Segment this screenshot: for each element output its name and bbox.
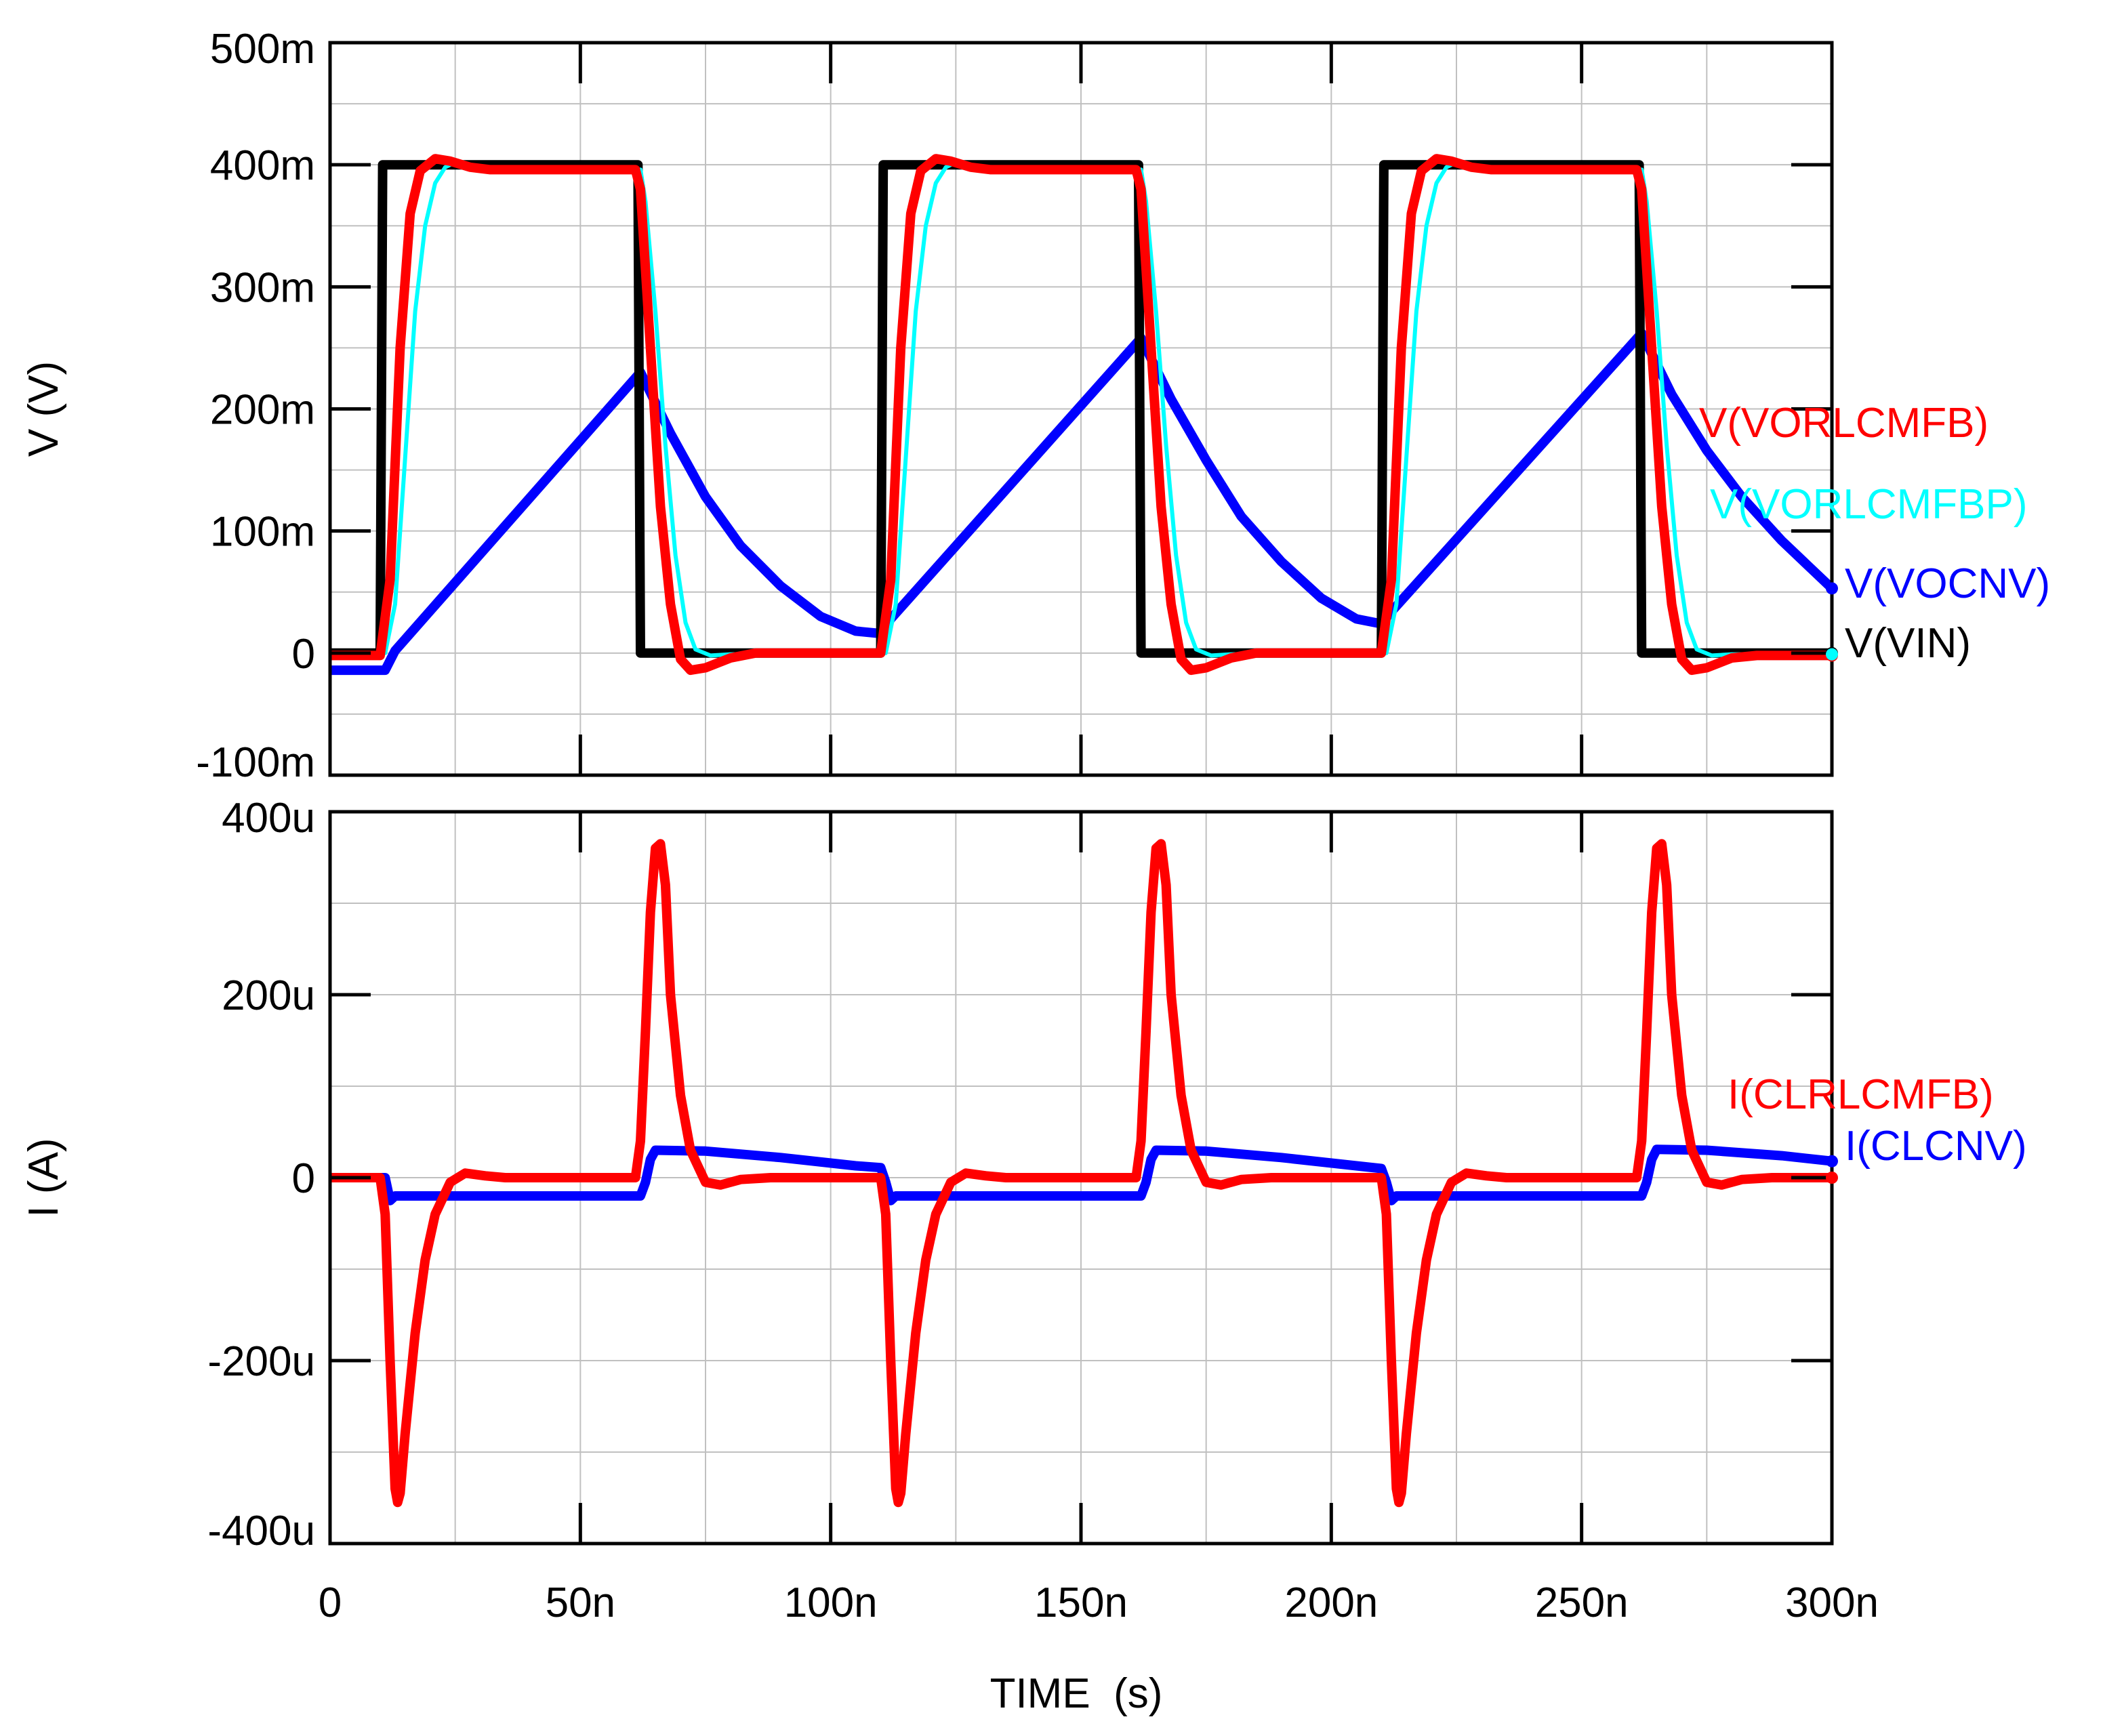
x-tick-label: 250n — [1535, 1579, 1629, 1626]
y-tick-label: -100m — [196, 739, 315, 786]
series-line-i-clrlcmfb — [330, 839, 1832, 1508]
legend-label-v-vorlcmfbp: V(VORLCMFBP) — [1710, 481, 2027, 528]
y-tick-label: -200u — [207, 1338, 315, 1385]
series-line-v-vorlcmfb — [330, 154, 1832, 676]
y-tick-label: 500m — [210, 26, 315, 73]
series-traces — [330, 839, 1832, 1508]
y-tick-label: 100m — [210, 509, 315, 556]
y-tick-label: 400m — [210, 142, 315, 189]
y-tick-label: 200m — [210, 387, 315, 434]
series-end-marker — [1826, 1172, 1838, 1184]
y-tick-label: 400u — [222, 795, 315, 842]
series-traces — [330, 154, 1832, 676]
voltage-panel: -100m 0 100m 200m 300m 400m 500m V (V) V(VIN) V(V… — [20, 26, 2050, 786]
y-tick-label: 200u — [222, 972, 315, 1019]
y-tick-label: 0 — [292, 1155, 315, 1202]
x-tick-label: 0 — [319, 1579, 342, 1626]
x-tick-label: 100n — [784, 1579, 878, 1626]
legend-label-v-vorlcmfb: V(VORLCMFB) — [1699, 400, 1988, 447]
x-tick-label: 200n — [1284, 1579, 1378, 1626]
x-tick-label: 150n — [1034, 1579, 1128, 1626]
x-tick-label: 300n — [1785, 1579, 1879, 1626]
series-end-marker — [1826, 582, 1838, 595]
series-end-marker — [1826, 648, 1838, 661]
legend-label-i-clrlcmfb: I(CLRLCMFB) — [1728, 1071, 1994, 1118]
y-tick-label: -400u — [207, 1508, 315, 1554]
x-tick-label: 50n — [546, 1579, 615, 1626]
y-axis-label: V (V) — [20, 361, 67, 457]
y-tick-label: 0 — [292, 631, 315, 678]
y-tick-label: 300m — [210, 264, 315, 311]
y-axis-label: I (A) — [20, 1138, 67, 1217]
current-panel: -400u -200u 0 200u 400u 0 50n 100n 150n 200n 250n 3… — [20, 795, 2027, 1626]
legend-label-v-vin: V(VIN) — [1845, 620, 1971, 667]
legend-label-i-clcnv: I(CLCNV) — [1845, 1123, 2027, 1170]
series-end-marker — [1826, 1155, 1838, 1167]
legend-label-v-vocnv: V(VOCNV) — [1845, 560, 2050, 607]
x-axis-label: TIME (s) — [990, 1670, 1163, 1717]
series-line-i-clcnv — [330, 1144, 1832, 1205]
